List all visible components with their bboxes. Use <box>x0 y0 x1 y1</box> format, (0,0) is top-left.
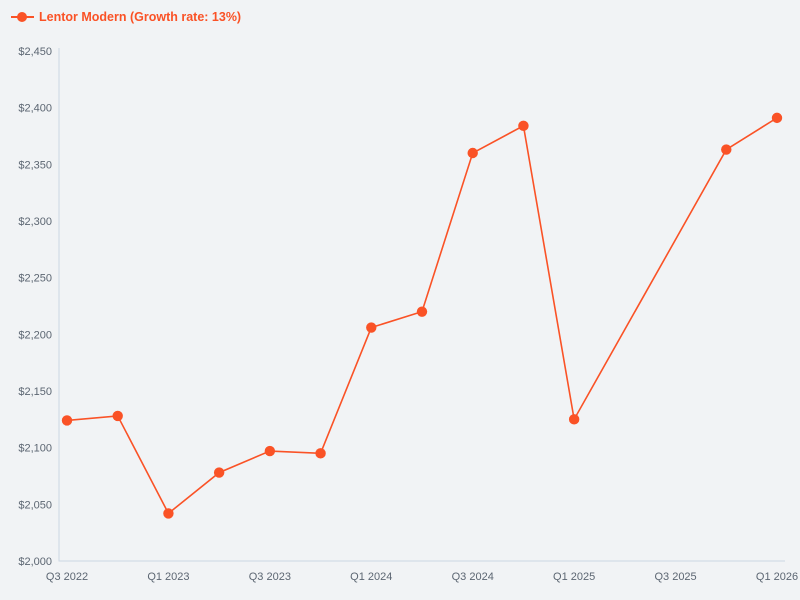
legend-dot-icon <box>17 11 27 22</box>
legend-line-marker-icon <box>11 11 34 22</box>
x-tick-label: Q1 2026 <box>756 571 798 583</box>
y-tick-label: $2,450 <box>18 46 52 58</box>
x-tick-label: Q3 2022 <box>46 571 88 583</box>
data-point[interactable] <box>771 112 783 124</box>
data-point[interactable] <box>518 120 529 131</box>
data-point[interactable] <box>61 415 73 426</box>
y-tick-label: $2,050 <box>18 499 52 511</box>
x-tick-label: Q1 2024 <box>350 571 392 583</box>
axis-lines <box>58 48 785 562</box>
x-tick-label: Q3 2023 <box>249 571 291 583</box>
y-tick-label: $2,350 <box>18 159 52 171</box>
y-tick-label: $2,400 <box>18 103 52 115</box>
y-tick-label: $2,150 <box>18 386 52 398</box>
data-point[interactable] <box>163 508 174 519</box>
x-tick-label: Q3 2024 <box>452 571 494 583</box>
y-tick-label: $2,100 <box>18 443 52 455</box>
data-point[interactable] <box>416 306 428 317</box>
x-tick-label: Q1 2025 <box>553 571 595 583</box>
y-tick-label: $2,300 <box>18 216 52 228</box>
y-tick-label: $2,200 <box>18 329 52 341</box>
data-point[interactable] <box>721 144 732 155</box>
data-point[interactable] <box>264 445 276 457</box>
data-point[interactable] <box>568 414 580 425</box>
y-tick-label: $2,000 <box>18 556 52 568</box>
data-point[interactable] <box>112 410 123 422</box>
x-tick-label: Q1 2023 <box>147 571 189 583</box>
x-tick-label: Q3 2025 <box>654 571 696 583</box>
legend-item[interactable]: Lentor Modern (Growth rate: 13%) <box>11 10 241 24</box>
data-point[interactable] <box>467 147 478 159</box>
data-point[interactable] <box>366 322 377 333</box>
data-point[interactable] <box>315 448 326 459</box>
legend-label: Lentor Modern (Growth rate: 13%) <box>39 10 242 24</box>
data-point[interactable] <box>213 467 225 478</box>
y-tick-label: $2,250 <box>18 273 52 285</box>
